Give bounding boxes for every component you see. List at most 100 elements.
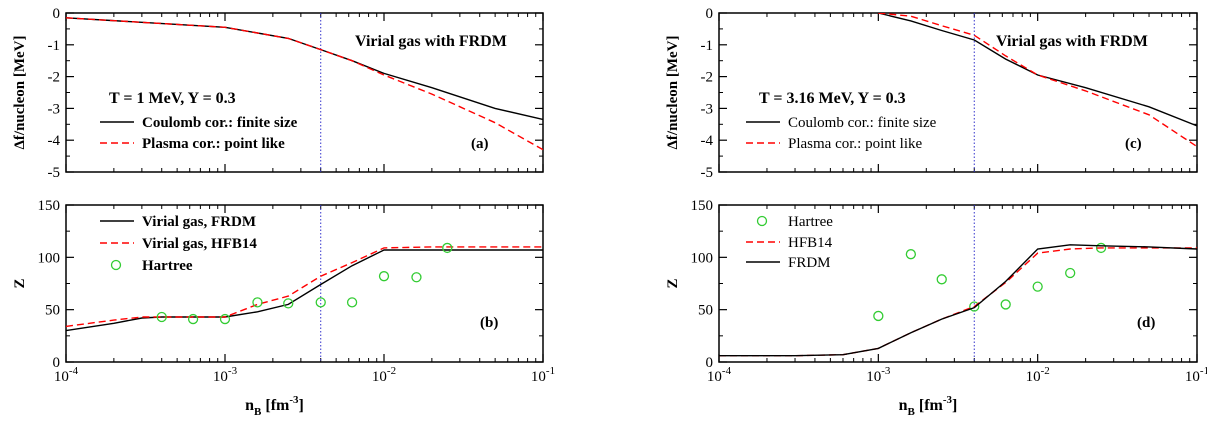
x-tick-label: 10-3	[213, 365, 238, 385]
data-point-hartree	[252, 297, 263, 308]
data-point-hartree	[283, 298, 294, 309]
x-tick-label-base: 10	[372, 369, 387, 385]
data-point-hartree	[411, 272, 422, 283]
x-tick-label-base: 10	[707, 369, 722, 385]
data-point-hartree	[873, 310, 884, 322]
y-tick-label: -3	[701, 101, 714, 117]
series-line-plasma-cor-point-like	[66, 17, 543, 151]
x-axis-label-sub: B	[254, 406, 262, 418]
x-tick-label-exponent: -3	[881, 365, 891, 377]
legend-marker	[110, 259, 122, 271]
x-tick-label-base: 10	[213, 369, 228, 385]
legend-label: Plasma cor.: point like	[142, 136, 285, 152]
x-tick-label-base: 10	[1026, 369, 1041, 385]
x-tick-label-base: 10	[531, 369, 546, 385]
panel-c: 0 -1 -2 -3 -4 -5 Δf/nucleon [MeV] Coulomb cor.:…	[665, 6, 1198, 181]
panels: 0 -1 -2 -3 -4 -5 Δf/nucleon [MeV] Coulomb cor.:…	[12, 6, 1207, 418]
data-point-hartree	[156, 311, 167, 323]
y-axis-label: Z	[665, 278, 681, 288]
chart-annotation: Virial gas with FRDM	[355, 33, 507, 50]
y-tick-label: 150	[38, 198, 61, 214]
x-axis-label-exp: -3	[289, 394, 299, 406]
y-tick-label: 50	[698, 303, 713, 319]
y-tick-label: 150	[691, 198, 714, 214]
chart-annotation: T = 3.16 MeV, Y = 0.3	[759, 90, 906, 107]
x-tick-label-exponent: -1	[1200, 365, 1207, 377]
x-tick-label-exponent: -4	[69, 365, 79, 377]
y-tick-label: -1	[701, 38, 714, 54]
x-tick-label-exponent: -2	[387, 365, 396, 377]
x-axis-label: nB [fm-3]	[245, 394, 304, 418]
y-tick-label: -1	[48, 38, 61, 54]
legend-label: Hartree	[142, 258, 193, 274]
x-tick-label-base: 10	[1185, 369, 1200, 385]
x-tick-label: 10-4	[54, 365, 79, 385]
panel-a: 0 -1 -2 -3 -4 -5 Δf/nucleon [MeV] Coulomb cor.:…	[12, 6, 544, 181]
x-axis-label-sub: B	[908, 406, 916, 418]
x-tick-label-exponent: -3	[228, 365, 238, 377]
legend-label: Hartree	[788, 214, 833, 230]
legend-label: Coulomb cor.: finite size	[142, 115, 298, 131]
legend-label: Coulomb cor.: finite size	[788, 115, 937, 131]
legend-label: HFB14	[788, 235, 833, 251]
y-tick-label: -5	[701, 165, 714, 181]
series-line-coulomb-cor-finite-size	[878, 13, 1197, 127]
chart-annotation: T = 1 MeV, Y = 0.3	[109, 90, 236, 107]
x-axis-label-unit: [fm	[261, 397, 290, 414]
panel-b: 10-4 10-3 10-2 10-1nB [fm-3]050100150ZViria…	[12, 198, 555, 418]
x-tick-label-exponent: -2	[1041, 365, 1050, 377]
x-tick-label-exponent: -4	[722, 365, 732, 377]
y-axis-label: Δf/nucleon [MeV]	[12, 36, 28, 150]
data-point-hartree	[1065, 267, 1076, 279]
series-line-virial-gas-frdm	[66, 249, 543, 332]
data-point-hartree	[187, 313, 199, 325]
x-axis-label-n: n	[899, 397, 908, 414]
y-axis-label: Z	[12, 278, 28, 288]
y-tick-label: 0	[53, 6, 61, 22]
data-point-hartree	[1000, 299, 1011, 310]
panel-d: 10-4 10-3 10-2 10-1nB [fm-3]050100150ZHartr…	[665, 198, 1207, 418]
x-axis-label-exp: -3	[943, 394, 953, 406]
y-tick-label: 100	[38, 250, 61, 266]
x-tick-label: 10-1	[1185, 365, 1207, 385]
y-tick-label: 0	[53, 355, 61, 371]
chart-annotation: Virial gas with FRDM	[996, 33, 1148, 50]
legend-label: Virial gas, FRDM	[142, 214, 256, 230]
data-point-hartree	[315, 297, 326, 308]
series-line-frdm	[719, 244, 1197, 357]
y-tick-label: -4	[701, 133, 714, 149]
x-tick-label-base: 10	[54, 369, 69, 385]
data-point-hartree	[905, 249, 917, 260]
data-point-hartree	[1032, 281, 1043, 292]
y-tick-label: -5	[48, 165, 61, 181]
y-tick-label: 0	[706, 355, 714, 371]
panel-label: (c)	[1125, 136, 1142, 152]
data-point-hartree	[969, 301, 980, 312]
y-tick-label: 0	[706, 6, 714, 22]
legend-marker	[756, 215, 768, 227]
x-tick-label: 10-2	[1026, 365, 1050, 385]
y-tick-label: -2	[701, 70, 714, 86]
x-tick-label: 10-3	[866, 365, 891, 385]
series-line-plasma-cor-point-like	[878, 13, 1197, 148]
x-tick-label: 10-1	[531, 365, 555, 385]
panel-label: (d)	[1137, 315, 1155, 331]
legend-label: Virial gas, HFB14	[142, 236, 257, 252]
data-point-hartree	[1095, 242, 1107, 254]
x-axis-label: nB [fm-3]	[899, 394, 958, 418]
data-point-hartree	[936, 274, 947, 285]
y-tick-label: -3	[48, 101, 61, 117]
data-point-hartree	[346, 297, 358, 308]
y-tick-label: -2	[48, 70, 61, 86]
y-tick-label: -4	[48, 133, 61, 149]
y-tick-label: 100	[691, 250, 714, 266]
data-point-hartree	[219, 313, 231, 325]
x-axis-label-unit: [fm	[915, 397, 944, 414]
x-tick-label: 10-2	[372, 365, 396, 385]
data-point-hartree	[442, 242, 453, 254]
x-tick-label: 10-4	[707, 365, 732, 385]
x-tick-label-exponent: -1	[546, 365, 555, 377]
x-axis-label-close: ]	[952, 397, 957, 414]
data-point-hartree	[378, 271, 390, 282]
